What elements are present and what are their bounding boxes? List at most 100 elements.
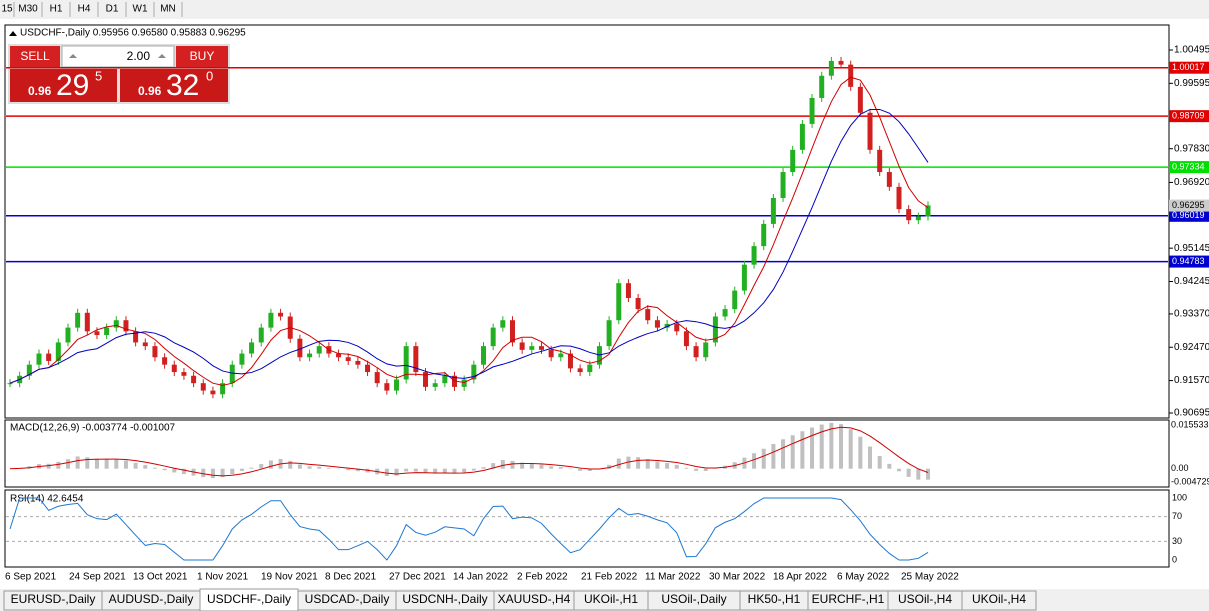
price-tick-label: 0.96920 (1174, 177, 1209, 188)
timeframe-button[interactable]: H4 (78, 4, 91, 15)
timeframe-button[interactable]: W1 (133, 4, 148, 15)
macd-bar (771, 444, 776, 469)
candle (239, 353, 245, 365)
macd-bar (152, 467, 157, 469)
tab-label[interactable]: UKOil-,H1 (584, 592, 638, 606)
candle (703, 342, 709, 358)
candle (674, 323, 680, 332)
macd-bar (471, 468, 476, 471)
candle (84, 312, 90, 332)
ask-pips: 32 (166, 69, 199, 102)
macd-bar (829, 422, 834, 469)
macd-bar (65, 459, 70, 469)
timeframe-button[interactable]: 15 (1, 4, 13, 15)
macd-bar (162, 468, 167, 471)
buy-label[interactable]: BUY (190, 49, 215, 63)
chart-title: USDCHF-,Daily 0.95956 0.96580 0.95883 0.… (20, 28, 246, 39)
sell-label[interactable]: SELL (20, 49, 50, 63)
candle (471, 364, 477, 380)
macd-bar (249, 467, 254, 469)
date-label: 11 Mar 2022 (645, 572, 701, 583)
candle (297, 338, 303, 358)
buy-button[interactable] (176, 46, 228, 67)
tab-label[interactable]: USDCAD-,Daily (305, 592, 390, 606)
sell-button[interactable] (10, 46, 60, 67)
macd-bar (210, 468, 215, 479)
macd-bar (143, 465, 148, 469)
candle (374, 372, 380, 384)
level-label: 0.98709 (1172, 111, 1205, 121)
macd-bar (123, 460, 128, 469)
candle (278, 312, 284, 317)
candle (683, 331, 689, 347)
date-label: 6 May 2022 (837, 572, 890, 583)
macd-bar (500, 460, 505, 469)
candle (461, 379, 467, 387)
volume-box[interactable] (61, 45, 175, 68)
macd-tick-label: -0.004729 (1171, 476, 1209, 486)
candle (645, 309, 651, 321)
toolbar (0, 0, 1209, 19)
candle (857, 86, 863, 113)
candle (790, 149, 796, 173)
candle (191, 375, 197, 384)
tab-label[interactable]: XAUUSD-,H4 (498, 592, 571, 606)
timeframe-button[interactable]: M30 (18, 4, 38, 15)
macd-bar (239, 468, 244, 471)
macd-bar (384, 468, 389, 477)
macd-bar (230, 468, 235, 475)
candle (490, 327, 496, 347)
candle (509, 320, 515, 343)
macd-bar (288, 460, 293, 469)
price-tick-label: 0.97830 (1174, 143, 1209, 154)
macd-bar (510, 460, 515, 469)
candle (181, 372, 187, 376)
macd-bar (539, 464, 544, 469)
tab-label[interactable]: USDCHF-,Daily (207, 592, 291, 606)
macd-bar (94, 458, 99, 469)
ask-box[interactable] (120, 69, 228, 102)
macd-bar (462, 468, 467, 473)
tab-label[interactable]: HK50-,H1 (748, 592, 801, 606)
candle (104, 327, 110, 336)
rsi-label: RSI(14) 42.6454 (10, 494, 84, 505)
bid-box[interactable] (10, 69, 117, 102)
macd-bar (133, 462, 138, 469)
candle (654, 320, 660, 328)
down-arrow[interactable] (69, 54, 77, 58)
macd-bar (558, 467, 563, 469)
candle (258, 327, 264, 343)
rsi-tick-label: 70 (1172, 511, 1182, 521)
price-tick-label: 0.92470 (1174, 342, 1209, 353)
timeframe-button[interactable]: MN (160, 4, 176, 15)
volume[interactable]: 2.00 (127, 49, 151, 63)
candle (36, 353, 42, 365)
tab-label[interactable]: EURUSD-,Daily (11, 592, 96, 606)
tab-label[interactable]: EURCHF-,H1 (812, 592, 885, 606)
timeframe-button[interactable]: D1 (106, 4, 119, 15)
macd-bar (616, 458, 621, 469)
level-tag (1169, 110, 1209, 123)
candle (761, 223, 767, 247)
macd-bar (790, 435, 795, 469)
macd-bar (897, 468, 902, 472)
timeframe-button[interactable]: H1 (50, 4, 63, 15)
candle (867, 112, 873, 150)
up-arrow[interactable] (158, 54, 166, 58)
tab-label[interactable]: USDCNH-,Daily (402, 592, 487, 606)
macd-bar (317, 466, 322, 469)
macd-bar (916, 468, 921, 480)
tab-label[interactable]: USOil-,Daily (661, 592, 726, 606)
tab-label[interactable]: UKOil-,H4 (972, 592, 1026, 606)
candle (171, 364, 177, 373)
macd-frame (4, 419, 1170, 488)
candle (741, 264, 747, 291)
macd-bar (114, 458, 119, 469)
candle (94, 331, 100, 336)
tab[interactable] (961, 590, 1037, 611)
candle (770, 197, 776, 224)
tab-label[interactable]: USOil-,H4 (898, 592, 952, 606)
tab-label[interactable]: AUDUSD-,Daily (109, 592, 194, 606)
macd-bar (481, 467, 486, 469)
